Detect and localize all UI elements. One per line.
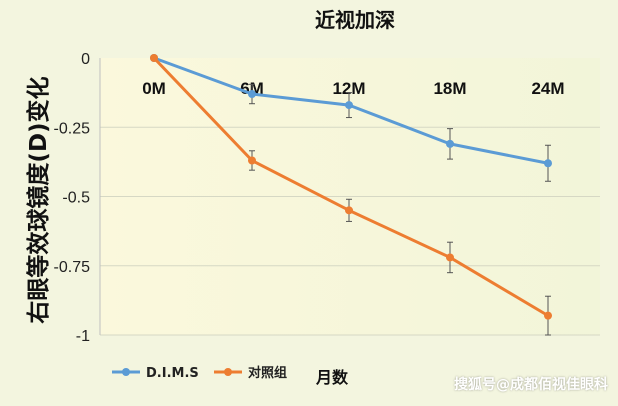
legend-label: D.I.M.S (146, 366, 199, 381)
chart-title: 近视加深 (315, 8, 395, 32)
data-point (446, 139, 454, 148)
x-axis-label: 月数 (315, 368, 349, 387)
data-point (544, 159, 552, 168)
data-point (248, 156, 256, 165)
y-tick-label: -0.75 (54, 259, 91, 276)
x-category-label: 18M (433, 79, 466, 98)
y-tick-label: -0.25 (54, 120, 91, 137)
legend-label: 对照组 (248, 365, 287, 381)
data-point (150, 54, 158, 62)
data-point (446, 253, 454, 262)
watermark: 搜狐号@成都佰视佳眼科 (454, 377, 608, 393)
x-category-label: 0M (142, 79, 166, 98)
data-point (248, 90, 256, 99)
x-category-label: 12M (332, 79, 365, 98)
legend-marker (224, 368, 232, 376)
data-point (345, 101, 353, 110)
y-tick-label: -1 (76, 328, 90, 345)
data-point (544, 311, 552, 320)
data-point (345, 206, 353, 215)
legend-marker (122, 368, 130, 376)
y-tick-label: -0.5 (62, 190, 90, 207)
y-tick-label: 0 (81, 51, 90, 68)
x-category-label: 24M (531, 79, 564, 98)
y-axis-label: 右眼等效球镜度(D)变化 (25, 76, 52, 323)
